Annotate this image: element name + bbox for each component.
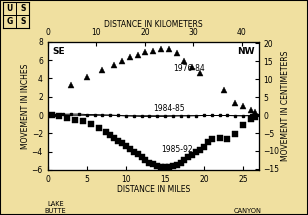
Text: S: S xyxy=(20,17,25,26)
Text: 1984-85: 1984-85 xyxy=(153,104,185,113)
Text: CANYON: CANYON xyxy=(234,208,262,214)
Text: 1976-84: 1976-84 xyxy=(173,64,205,73)
Y-axis label: MOVEMENT IN CENTIMETERS: MOVEMENT IN CENTIMETERS xyxy=(281,51,290,161)
Text: SE: SE xyxy=(52,47,65,56)
Text: 1985-92: 1985-92 xyxy=(161,145,193,154)
Text: LAKE
BUTTE: LAKE BUTTE xyxy=(45,201,66,214)
Text: G: G xyxy=(6,17,13,26)
X-axis label: DISTANCE IN KILOMETERS: DISTANCE IN KILOMETERS xyxy=(104,20,203,29)
X-axis label: DISTANCE IN MILES: DISTANCE IN MILES xyxy=(117,185,190,194)
Y-axis label: MOVEMENT IN INCHES: MOVEMENT IN INCHES xyxy=(21,63,30,149)
Text: U: U xyxy=(6,4,13,13)
Text: S: S xyxy=(20,4,25,13)
Text: NW: NW xyxy=(237,47,254,56)
